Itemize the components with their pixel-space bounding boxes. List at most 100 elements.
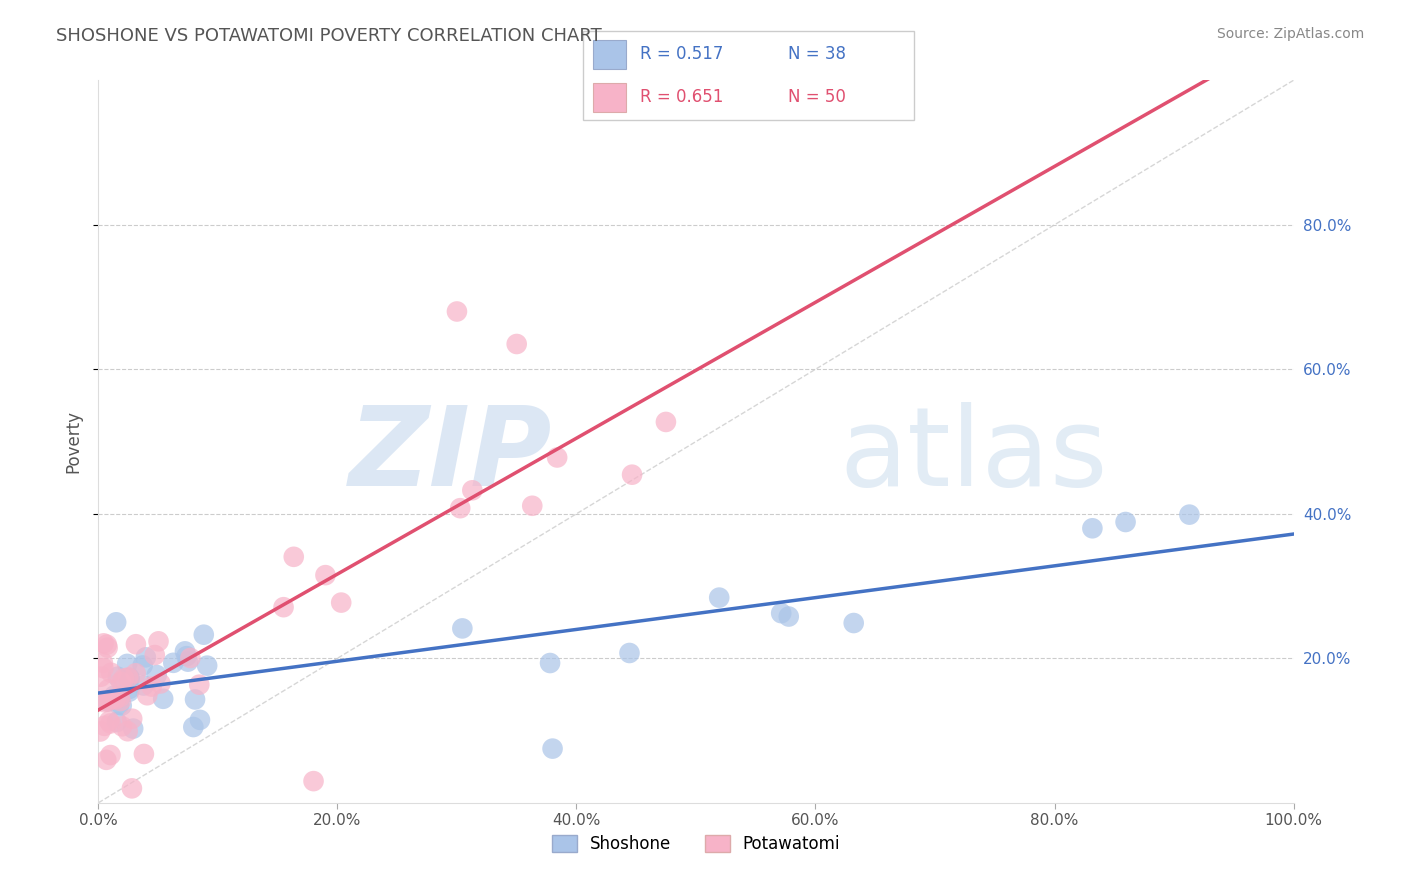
Point	[148, 634, 170, 648]
Point	[122, 722, 145, 736]
Point	[188, 678, 211, 692]
Point	[108, 698, 131, 712]
Point	[121, 712, 143, 726]
Text: SHOSHONE VS POTAWATOMI POVERTY CORRELATION CHART: SHOSHONE VS POTAWATOMI POVERTY CORRELATI…	[56, 27, 602, 45]
Point	[111, 698, 134, 713]
Point	[302, 774, 325, 789]
Point	[98, 714, 121, 728]
Point	[141, 680, 163, 694]
Point	[107, 670, 129, 684]
Point	[136, 688, 159, 702]
Point	[506, 337, 529, 351]
Point	[93, 636, 115, 650]
Text: N = 38: N = 38	[789, 45, 846, 63]
Point	[97, 682, 120, 697]
Point	[93, 661, 115, 675]
Point	[111, 719, 134, 733]
Point	[449, 501, 471, 516]
Point	[104, 692, 127, 706]
Point	[770, 606, 793, 620]
Point	[112, 672, 135, 686]
Point	[125, 666, 148, 681]
Point	[181, 720, 204, 734]
Point	[619, 646, 641, 660]
Point	[1178, 508, 1201, 522]
Point	[125, 637, 148, 651]
Text: N = 50: N = 50	[789, 88, 846, 106]
Point	[105, 615, 128, 630]
Point	[100, 665, 122, 680]
Point	[118, 681, 141, 696]
Point	[184, 692, 207, 706]
Point	[93, 695, 115, 709]
Point	[283, 549, 305, 564]
Point	[162, 656, 184, 670]
Point	[93, 719, 115, 733]
Text: Source: ZipAtlas.com: Source: ZipAtlas.com	[1216, 27, 1364, 41]
Point	[655, 415, 678, 429]
Point	[709, 591, 731, 605]
Point	[176, 649, 198, 664]
Point	[152, 691, 174, 706]
Text: ZIP: ZIP	[349, 402, 553, 509]
Y-axis label: Poverty: Poverty	[65, 410, 83, 473]
Text: R = 0.651: R = 0.651	[640, 88, 723, 106]
Point	[538, 656, 561, 670]
Point	[132, 747, 155, 761]
Point	[451, 621, 474, 635]
Bar	[593, 83, 627, 112]
Point	[96, 638, 118, 652]
Point	[96, 753, 118, 767]
Point	[273, 600, 295, 615]
Point	[522, 499, 544, 513]
Point	[118, 671, 141, 685]
Text: atlas: atlas	[839, 402, 1108, 509]
Point	[314, 568, 336, 582]
Point	[842, 615, 865, 630]
Point	[110, 694, 132, 708]
Point	[1081, 521, 1104, 535]
Point	[110, 674, 132, 689]
Point	[193, 628, 215, 642]
Point	[103, 689, 125, 703]
Point	[97, 694, 120, 708]
Point	[118, 672, 141, 686]
Point	[149, 676, 172, 690]
Point	[98, 693, 121, 707]
Point	[90, 670, 112, 684]
Point	[135, 650, 157, 665]
Point	[89, 724, 111, 739]
Point	[143, 648, 166, 662]
Legend: Shoshone, Potawatomi: Shoshone, Potawatomi	[546, 828, 846, 860]
Point	[179, 651, 201, 665]
Point	[132, 678, 155, 692]
Point	[174, 644, 197, 658]
Point	[105, 714, 128, 729]
Point	[118, 684, 141, 698]
Point	[100, 716, 122, 731]
Point	[145, 668, 167, 682]
Point	[188, 713, 211, 727]
Point	[177, 655, 200, 669]
Point	[91, 656, 114, 670]
Point	[446, 304, 468, 318]
Point	[1115, 515, 1137, 529]
Point	[117, 724, 139, 739]
Text: R = 0.517: R = 0.517	[640, 45, 723, 63]
Point	[121, 781, 143, 796]
Point	[132, 658, 155, 673]
Point	[541, 741, 564, 756]
Point	[778, 609, 800, 624]
Point	[97, 694, 120, 708]
Bar	[593, 40, 627, 69]
Point	[621, 467, 644, 482]
Point	[100, 747, 122, 762]
Point	[461, 483, 484, 498]
Point	[546, 450, 568, 465]
Point	[115, 657, 138, 671]
Point	[330, 596, 353, 610]
Point	[117, 670, 139, 684]
Point	[108, 690, 131, 705]
Point	[195, 658, 218, 673]
Point	[97, 640, 120, 655]
